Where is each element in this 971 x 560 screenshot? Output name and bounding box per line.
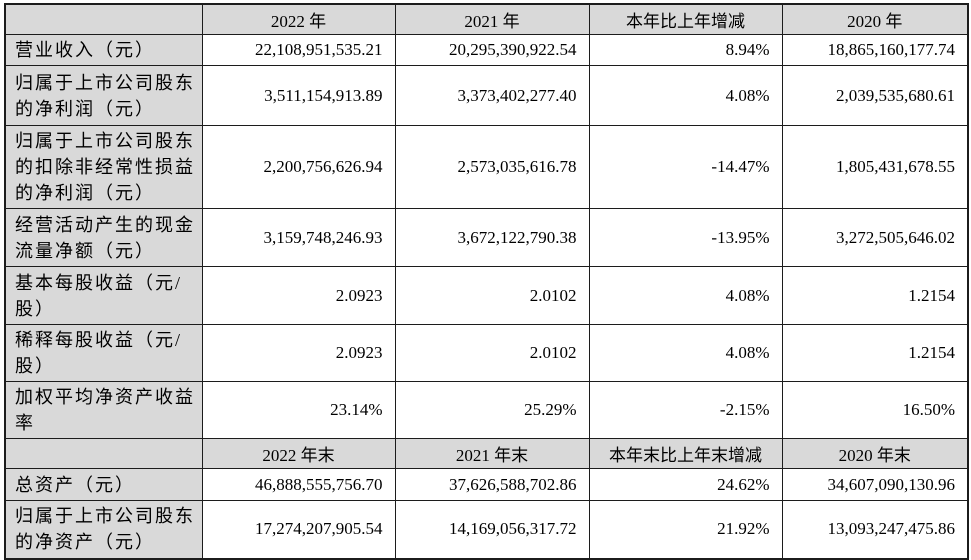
value-cell: 34,607,090,130.96 bbox=[781, 468, 969, 501]
row-label: 总资产（元） bbox=[4, 468, 203, 501]
value-cell: 21.92% bbox=[588, 500, 783, 559]
value-cell: 2.0923 bbox=[201, 266, 396, 325]
value-cell: 2,039,535,680.61 bbox=[781, 65, 969, 126]
value-cell: 46,888,555,756.70 bbox=[201, 468, 396, 501]
table-row-net-profit: 归属于上市公司股东的净利润（元） 3,511,154,913.89 3,373,… bbox=[4, 65, 969, 126]
row-label: 归属于上市公司股东的净资产（元） bbox=[4, 500, 203, 559]
value-cell: 2.0923 bbox=[201, 324, 396, 382]
section2-header-yoy-end: 本年末比上年末增减 bbox=[588, 438, 783, 469]
table-row-diluted-eps: 稀释每股收益（元/股） 2.0923 2.0102 4.08% 1.2154 bbox=[4, 324, 969, 382]
row-label: 加权平均净资产收益率 bbox=[4, 381, 203, 439]
section1-header-2021: 2021 年 bbox=[394, 3, 590, 35]
row-label: 归属于上市公司股东的扣除非经常性损益的净利润（元） bbox=[4, 125, 203, 209]
table-row-basic-eps: 基本每股收益（元/股） 2.0923 2.0102 4.08% 1.2154 bbox=[4, 266, 969, 325]
section1-header-row: 2022 年 2021 年 本年比上年增减 2020 年 bbox=[4, 3, 969, 35]
table-row-revenue: 营业收入（元） 22,108,951,535.21 20,295,390,922… bbox=[4, 34, 969, 66]
value-cell: 4.08% bbox=[588, 65, 783, 126]
value-cell: 8.94% bbox=[588, 34, 783, 66]
value-cell: 2,200,756,626.94 bbox=[201, 125, 396, 209]
value-cell: 2,573,035,616.78 bbox=[394, 125, 590, 209]
section2-header-row: 2022 年末 2021 年末 本年末比上年末增减 2020 年末 bbox=[4, 438, 969, 469]
value-cell: 16.50% bbox=[781, 381, 969, 439]
section2-header-2022-end: 2022 年末 bbox=[201, 438, 396, 469]
section2-header-2021-end: 2021 年末 bbox=[394, 438, 590, 469]
value-cell: 37,626,588,702.86 bbox=[394, 468, 590, 501]
value-cell: 18,865,160,177.74 bbox=[781, 34, 969, 66]
value-cell: 1.2154 bbox=[781, 324, 969, 382]
row-label: 稀释每股收益（元/股） bbox=[4, 324, 203, 382]
value-cell: 3,272,505,646.02 bbox=[781, 208, 969, 267]
table-row-operating-cash-flow: 经营活动产生的现金流量净额（元） 3,159,748,246.93 3,672,… bbox=[4, 208, 969, 267]
value-cell: 3,159,748,246.93 bbox=[201, 208, 396, 267]
value-cell: 4.08% bbox=[588, 324, 783, 382]
row-label: 基本每股收益（元/股） bbox=[4, 266, 203, 325]
value-cell: 3,373,402,277.40 bbox=[394, 65, 590, 126]
value-cell: 1,805,431,678.55 bbox=[781, 125, 969, 209]
value-cell: 1.2154 bbox=[781, 266, 969, 325]
value-cell: 3,511,154,913.89 bbox=[201, 65, 396, 126]
section1-corner-cell bbox=[4, 3, 203, 35]
section1-header-2022: 2022 年 bbox=[201, 3, 396, 35]
section2-corner-cell bbox=[4, 438, 203, 469]
table-row-net-profit-excl-nonrecurring: 归属于上市公司股东的扣除非经常性损益的净利润（元） 2,200,756,626.… bbox=[4, 125, 969, 209]
value-cell: 24.62% bbox=[588, 468, 783, 501]
table-row-net-assets: 归属于上市公司股东的净资产（元） 17,274,207,905.54 14,16… bbox=[4, 500, 969, 559]
row-label: 经营活动产生的现金流量净额（元） bbox=[4, 208, 203, 267]
value-cell: 20,295,390,922.54 bbox=[394, 34, 590, 66]
table-row-total-assets: 总资产（元） 46,888,555,756.70 37,626,588,702.… bbox=[4, 468, 969, 501]
value-cell: 3,672,122,790.38 bbox=[394, 208, 590, 267]
value-cell: -14.47% bbox=[588, 125, 783, 209]
value-cell: 22,108,951,535.21 bbox=[201, 34, 396, 66]
section1-header-yoy: 本年比上年增减 bbox=[588, 3, 783, 35]
value-cell: 2.0102 bbox=[394, 324, 590, 382]
value-cell: 14,169,056,317.72 bbox=[394, 500, 590, 559]
value-cell: 2.0102 bbox=[394, 266, 590, 325]
value-cell: 25.29% bbox=[394, 381, 590, 439]
table-row-weighted-avg-roe: 加权平均净资产收益率 23.14% 25.29% -2.15% 16.50% bbox=[4, 381, 969, 439]
section1-header-2020: 2020 年 bbox=[781, 3, 969, 35]
value-cell: 17,274,207,905.54 bbox=[201, 500, 396, 559]
value-cell: 4.08% bbox=[588, 266, 783, 325]
value-cell: 23.14% bbox=[201, 381, 396, 439]
value-cell: 13,093,247,475.86 bbox=[781, 500, 969, 559]
row-label: 归属于上市公司股东的净利润（元） bbox=[4, 65, 203, 126]
section2-header-2020-end: 2020 年末 bbox=[781, 438, 969, 469]
financial-summary-table: 2022 年 2021 年 本年比上年增减 2020 年 营业收入（元） 22,… bbox=[4, 3, 969, 560]
row-label: 营业收入（元） bbox=[4, 34, 203, 66]
value-cell: -13.95% bbox=[588, 208, 783, 267]
value-cell: -2.15% bbox=[588, 381, 783, 439]
